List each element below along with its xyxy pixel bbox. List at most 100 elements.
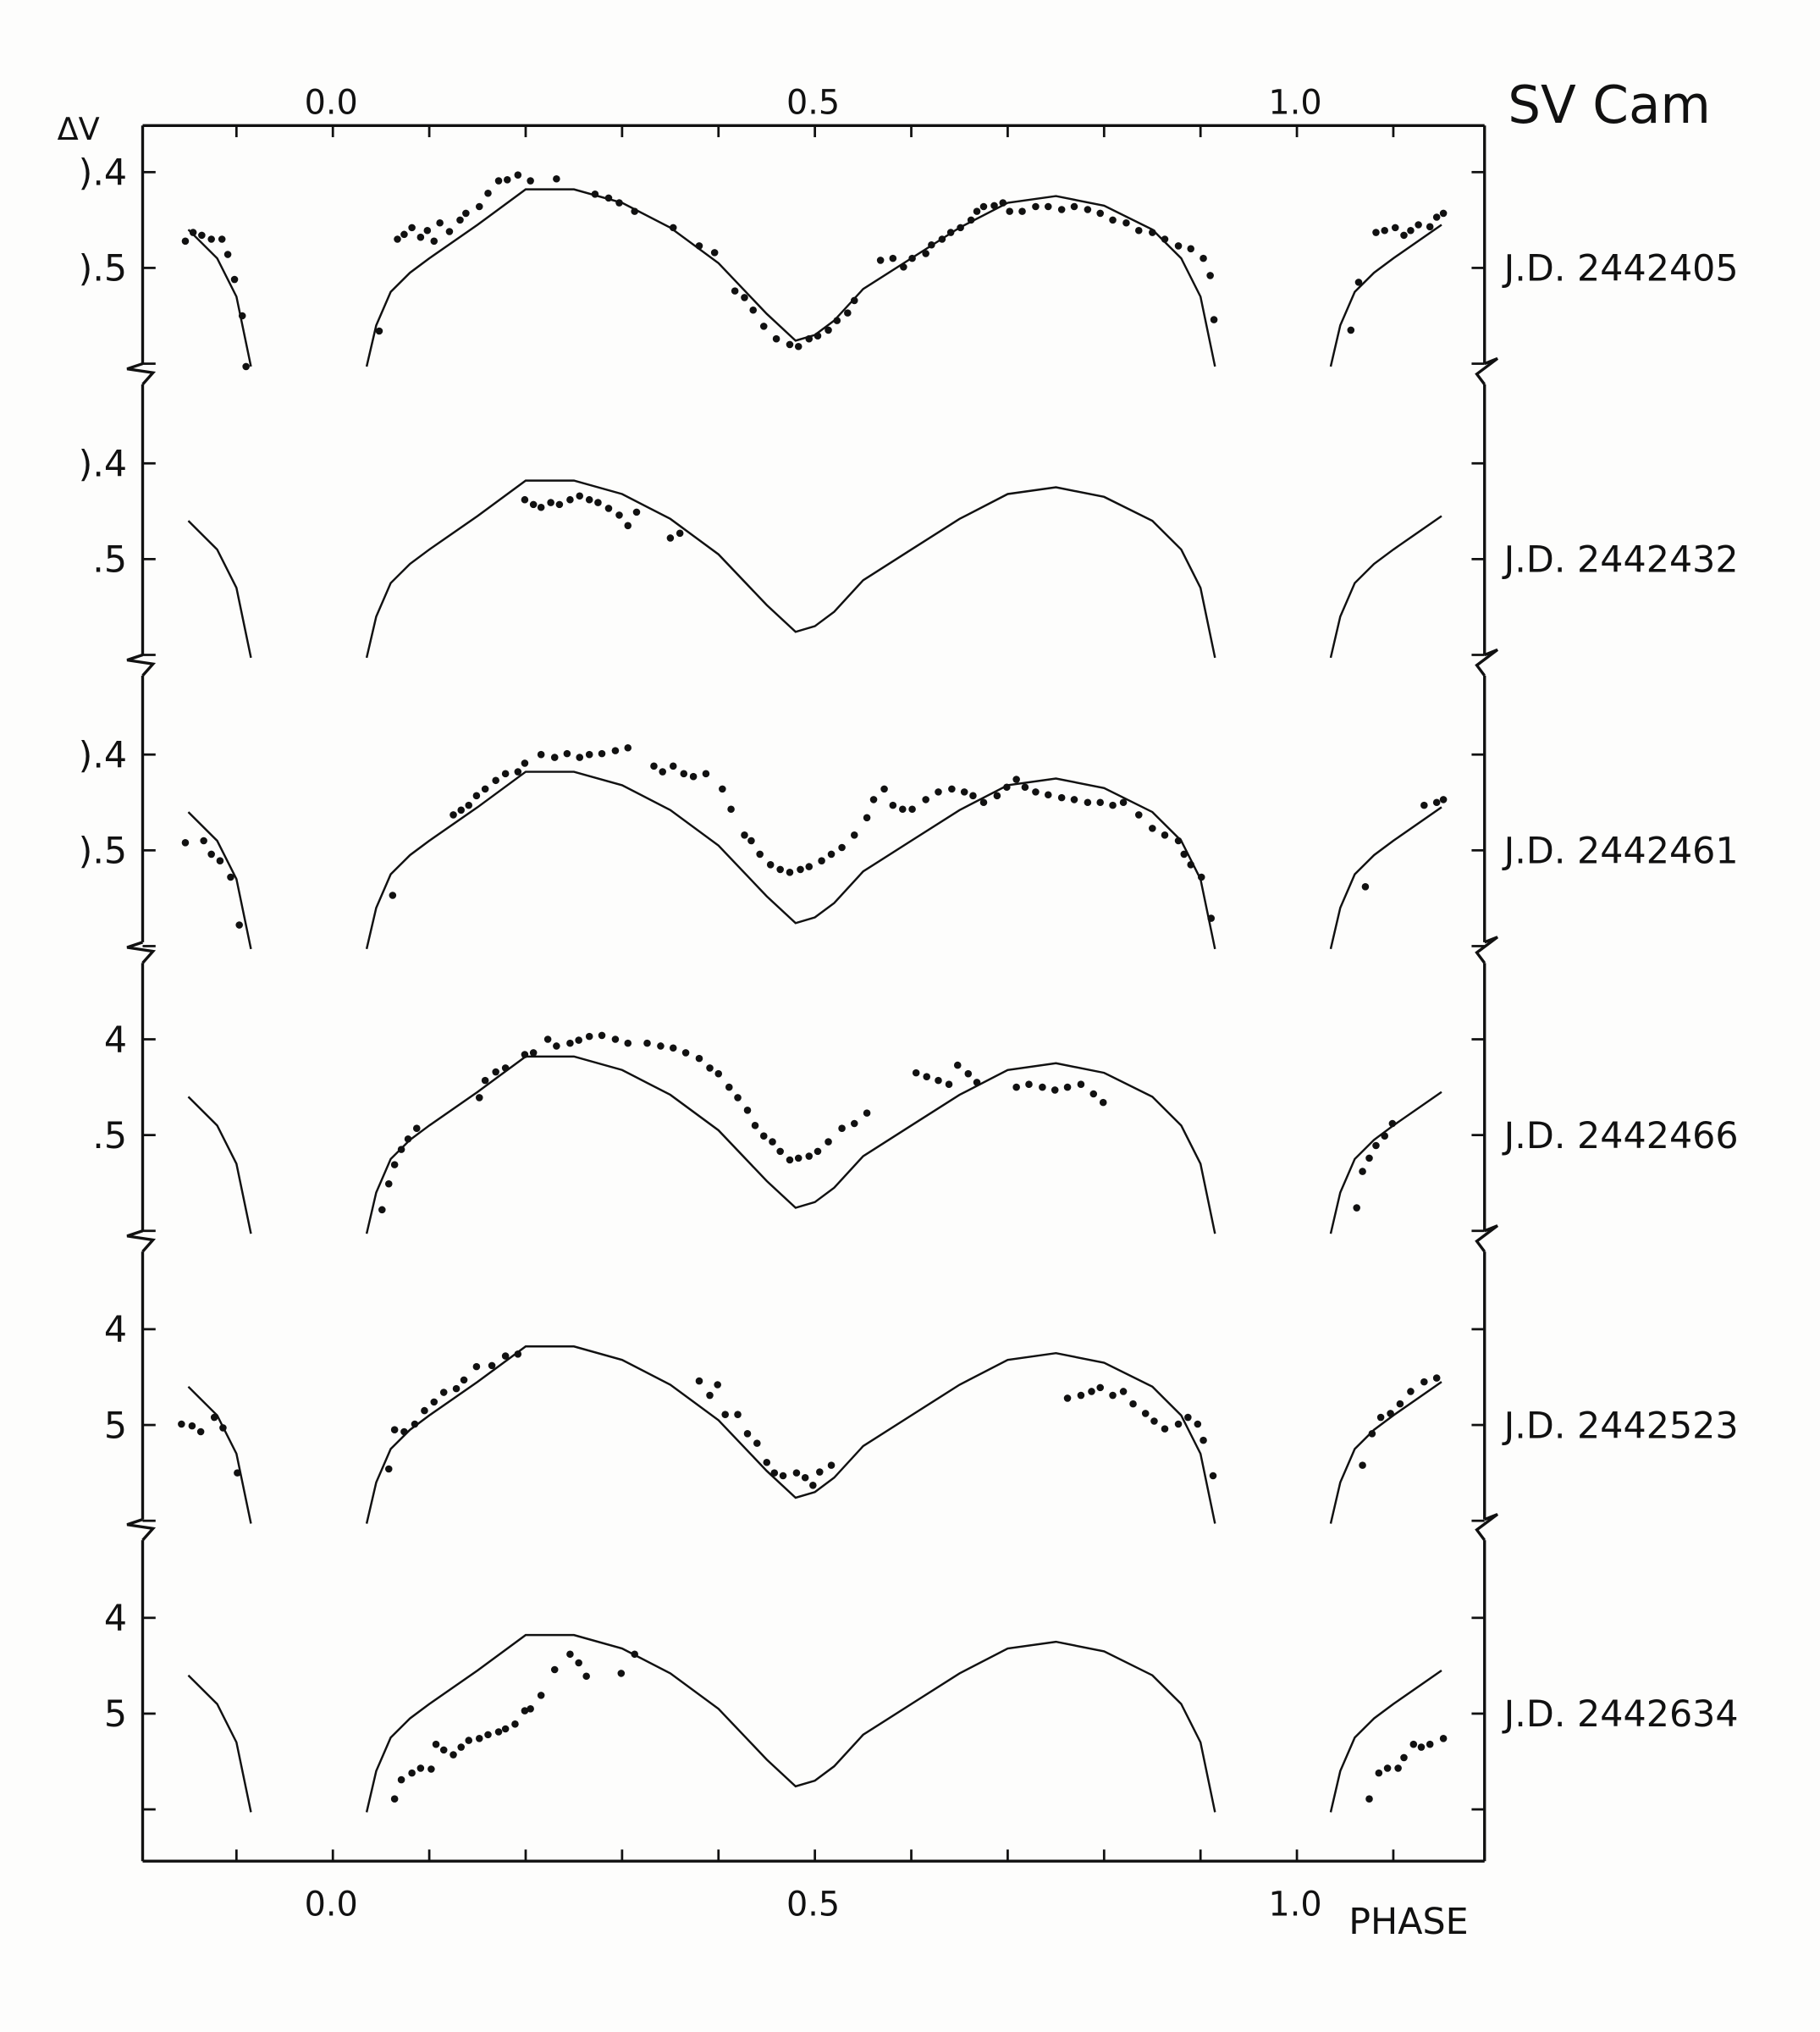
data-point bbox=[1391, 224, 1399, 232]
data-point bbox=[1400, 1753, 1408, 1762]
data-point bbox=[632, 508, 641, 516]
data-point bbox=[801, 1473, 809, 1482]
data-point bbox=[1209, 1472, 1217, 1480]
x-tick-label-bottom: 0.5 bbox=[786, 1885, 840, 1924]
data-point bbox=[1347, 326, 1355, 334]
data-point bbox=[973, 1079, 981, 1086]
data-point bbox=[216, 857, 224, 864]
data-point bbox=[488, 1361, 496, 1370]
data-point bbox=[465, 801, 473, 809]
axis-break-mark bbox=[1475, 648, 1499, 676]
data-point bbox=[1109, 801, 1117, 809]
data-point bbox=[181, 237, 190, 246]
data-point bbox=[1096, 798, 1104, 807]
axis-break-mark bbox=[126, 362, 157, 386]
data-point bbox=[585, 750, 593, 759]
data-point bbox=[1077, 1080, 1085, 1088]
data-point bbox=[979, 202, 988, 211]
axis-break-mark bbox=[126, 941, 157, 964]
y-tick-label: 5 bbox=[104, 1693, 127, 1736]
data-point bbox=[743, 1430, 752, 1438]
data-point bbox=[993, 792, 1001, 800]
data-point bbox=[1409, 1740, 1418, 1748]
data-point bbox=[1387, 1410, 1394, 1417]
model-curve bbox=[1329, 1091, 1442, 1234]
data-point bbox=[734, 1411, 742, 1418]
data-point bbox=[1032, 788, 1040, 796]
data-point bbox=[1070, 796, 1078, 803]
data-point bbox=[979, 798, 988, 807]
data-point bbox=[876, 257, 885, 264]
data-point bbox=[756, 850, 764, 859]
data-point bbox=[1084, 798, 1092, 807]
data-point bbox=[710, 249, 719, 257]
data-point bbox=[850, 1119, 858, 1128]
data-point bbox=[449, 1751, 457, 1759]
data-point bbox=[813, 332, 822, 340]
model-curve bbox=[1329, 806, 1442, 950]
data-point bbox=[1063, 1394, 1072, 1402]
data-point bbox=[178, 1420, 185, 1428]
data-point bbox=[1206, 272, 1214, 279]
data-point bbox=[923, 1073, 930, 1080]
data-point bbox=[575, 1659, 582, 1667]
model-curve bbox=[1329, 515, 1442, 659]
data-point bbox=[863, 814, 871, 822]
data-point bbox=[397, 1146, 405, 1153]
data-point bbox=[669, 1044, 677, 1052]
panel-2: ).4 .5 J.D. 2442432 bbox=[79, 444, 1739, 659]
data-point bbox=[238, 312, 246, 320]
panels: ).4).5 J.D. 2442405).4 .5 J.D. 2442432).4).… bbox=[79, 152, 1739, 1813]
data-point bbox=[809, 1482, 817, 1489]
data-point bbox=[576, 754, 584, 761]
data-point bbox=[430, 1398, 438, 1406]
data-point bbox=[1426, 1740, 1434, 1748]
data-point bbox=[566, 1650, 574, 1659]
data-point bbox=[827, 1461, 836, 1469]
data-point bbox=[743, 1107, 752, 1114]
data-point bbox=[759, 323, 768, 330]
data-point bbox=[1070, 202, 1078, 211]
x-tick-label-top: 1.0 bbox=[1268, 84, 1321, 123]
y-axis-label: ΔV bbox=[58, 111, 100, 147]
data-point bbox=[1207, 914, 1215, 922]
data-point bbox=[553, 1042, 560, 1050]
model-curve bbox=[187, 229, 252, 367]
data-point bbox=[594, 499, 602, 506]
data-point bbox=[445, 228, 454, 235]
data-point bbox=[838, 1124, 846, 1132]
data-point bbox=[475, 202, 483, 211]
data-point bbox=[805, 863, 813, 870]
data-point bbox=[938, 235, 946, 243]
data-point bbox=[378, 1206, 386, 1214]
data-point bbox=[1396, 1400, 1404, 1408]
data-point bbox=[751, 1122, 759, 1129]
data-point bbox=[1354, 279, 1363, 286]
data-point bbox=[786, 869, 794, 876]
axis-break-mark bbox=[126, 653, 157, 677]
data-point bbox=[850, 831, 858, 839]
data-point bbox=[404, 1135, 412, 1143]
data-point bbox=[207, 235, 215, 243]
data-point bbox=[472, 792, 481, 800]
model-curve bbox=[187, 1096, 252, 1234]
data-point bbox=[501, 1352, 510, 1360]
data-point bbox=[695, 1377, 703, 1385]
data-point bbox=[721, 1411, 729, 1418]
data-point bbox=[792, 1469, 801, 1477]
data-point bbox=[494, 177, 503, 185]
data-point bbox=[456, 216, 464, 224]
data-point bbox=[1420, 1378, 1428, 1386]
data-point bbox=[1353, 1204, 1360, 1212]
data-point bbox=[1018, 207, 1026, 215]
data-point bbox=[786, 1156, 794, 1164]
data-point bbox=[484, 189, 492, 197]
data-point bbox=[598, 1031, 606, 1040]
data-point bbox=[492, 776, 499, 785]
data-point bbox=[460, 1376, 468, 1384]
model-curve bbox=[365, 1345, 1216, 1524]
data-point bbox=[953, 1061, 962, 1069]
data-point bbox=[948, 785, 956, 793]
data-point bbox=[611, 1035, 620, 1043]
data-point bbox=[643, 1039, 651, 1047]
